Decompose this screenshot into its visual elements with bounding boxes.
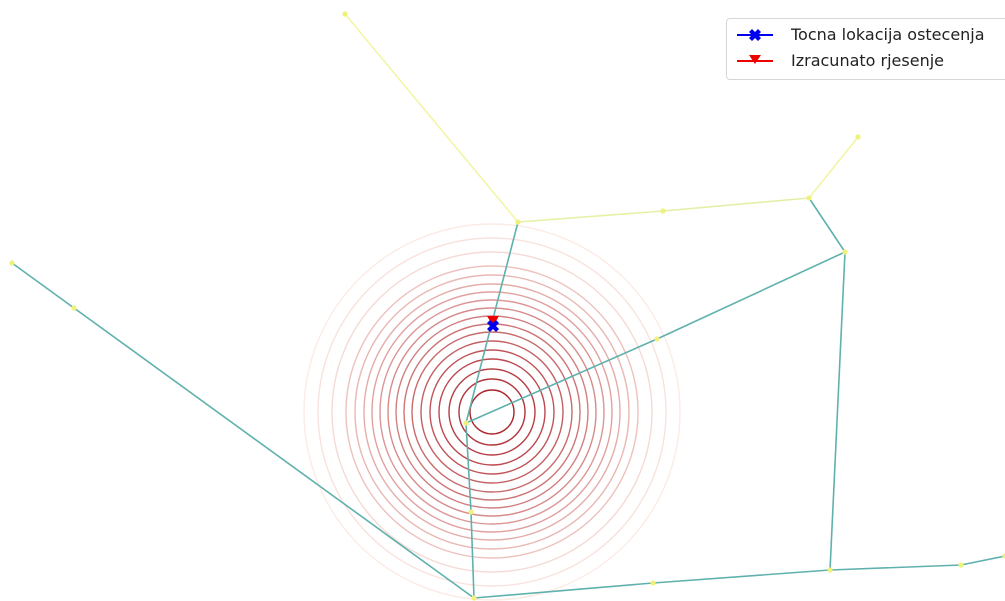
network-edge-n7-n8	[465, 422, 472, 513]
network-node-n9	[471, 595, 477, 601]
contour-ring-1	[458, 378, 526, 446]
network-node-n11	[9, 260, 15, 266]
network-edge-n5-n13	[829, 251, 846, 571]
legend-label-exact: Tocna lokacija ostecenja	[791, 25, 985, 44]
network-node-n15	[1002, 553, 1005, 559]
contour-ring-12	[363, 283, 621, 541]
contour-ring-10	[379, 299, 605, 525]
computed-solution-marker	[487, 316, 499, 326]
contour-ring-6	[411, 331, 573, 493]
network-edge-n3-n5	[808, 197, 846, 253]
network-edge-n11-n10	[11, 262, 75, 309]
network-node-n6	[654, 336, 660, 342]
network-node-n7	[463, 420, 469, 426]
network-edge-n14-n15	[960, 555, 1005, 566]
network-edge-n9-n12	[473, 582, 654, 599]
contour-ring-4	[429, 349, 555, 475]
contour-ring-13	[354, 274, 630, 550]
contour-ring-16	[317, 237, 667, 587]
network-edge-n1-n2	[517, 210, 664, 223]
edge-layer	[11, 13, 1005, 599]
network-node-n0	[342, 11, 348, 17]
network-edge-n12-n13	[652, 569, 831, 584]
network-node-n14	[958, 562, 964, 568]
network-edge-n10-n9	[73, 307, 475, 599]
contour-ring-2	[448, 368, 536, 456]
contour-ring-11	[371, 291, 613, 533]
legend-entry-computed: Izracunato rjesenje	[733, 49, 1005, 73]
legend-marker-computed	[737, 55, 773, 64]
network-edge-n3-n4	[808, 136, 859, 199]
contour-ring-14	[345, 265, 639, 559]
network-node-n5	[842, 249, 848, 255]
node-layer	[9, 11, 1005, 601]
legend-marker-exact	[737, 29, 773, 41]
legend-label-computed: Izracunato rjesenje	[791, 51, 945, 70]
contour-ring-3	[438, 358, 546, 466]
network-edge-n2-n3	[662, 197, 810, 212]
contour-ring-17	[303, 223, 681, 601]
legend: Tocna lokacija ostecenja Izracunato rjes…	[726, 18, 1005, 80]
exact-location-marker-shape	[487, 320, 499, 332]
network-node-n13	[827, 567, 833, 573]
contour-ring-9	[387, 307, 597, 517]
network-node-n4	[855, 134, 861, 140]
network-node-n3	[806, 195, 812, 201]
contour-ring-0	[469, 389, 515, 435]
legend-entry-exact: Tocna lokacija ostecenja	[733, 23, 1005, 47]
exact-location-marker	[487, 320, 499, 332]
network-edge-n5-n6	[656, 251, 846, 340]
network-node-n12	[650, 580, 656, 586]
network-node-n10	[71, 305, 77, 311]
contour-ring-15	[331, 251, 653, 573]
network-edge-n13-n14	[829, 564, 962, 571]
network-edge-n8-n9	[470, 511, 475, 599]
network-node-n1	[515, 219, 521, 225]
network-edge-n0-n1	[344, 13, 519, 223]
network-node-n8	[468, 509, 474, 515]
network-node-n2	[660, 208, 666, 214]
contour-ring-5	[420, 340, 564, 484]
network-edge-n6-n7	[465, 338, 658, 424]
marker-layer	[487, 316, 499, 332]
